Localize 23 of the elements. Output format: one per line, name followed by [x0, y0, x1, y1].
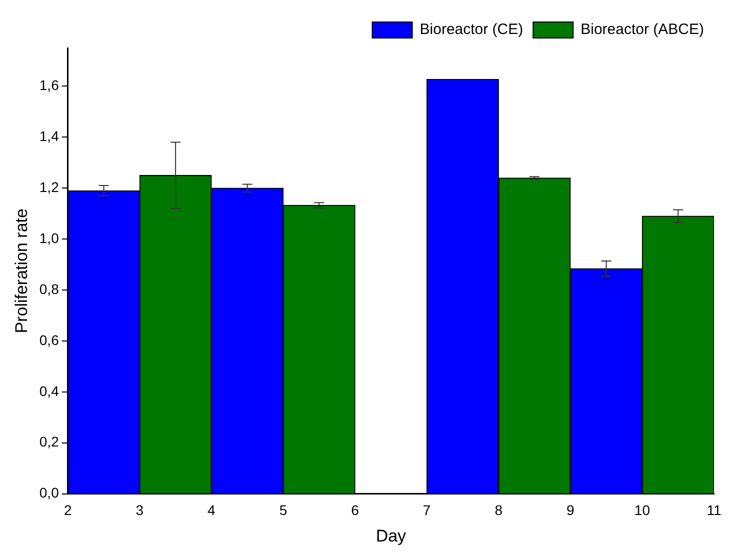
x-tick-label: 5 — [279, 502, 288, 518]
legend-label: Bioreactor (ABCE) — [580, 21, 704, 38]
y-tick-label: 1,4 — [39, 128, 60, 144]
x-axis-title: Day — [376, 526, 407, 546]
y-axis-title: Proliferation rate — [12, 208, 31, 334]
y-tick-label: 0,2 — [39, 434, 60, 450]
y-tick-label: 1,0 — [39, 230, 60, 246]
y-tick-label: 0,8 — [39, 280, 60, 297]
y-tick-label: 1,6 — [39, 77, 60, 94]
y-tick-label: 0,0 — [39, 484, 60, 501]
y-tick-label: 1,2 — [39, 178, 60, 195]
x-tick-label: 10 — [634, 502, 650, 518]
x-tick-label: 9 — [566, 502, 575, 518]
legend-label: Bioreactor (CE) — [420, 21, 524, 38]
x-tick-label: 3 — [136, 502, 144, 518]
x-tick-label: 11 — [706, 502, 722, 518]
x-tick-label: 8 — [494, 502, 503, 518]
y-tick-label: 0,4 — [39, 382, 60, 399]
x-tick-label: 6 — [351, 502, 360, 518]
x-tick-label: 2 — [64, 502, 72, 518]
x-tick-label: 4 — [208, 502, 216, 518]
y-tick-label: 0,6 — [39, 332, 60, 348]
x-tick-label: 7 — [422, 502, 431, 518]
